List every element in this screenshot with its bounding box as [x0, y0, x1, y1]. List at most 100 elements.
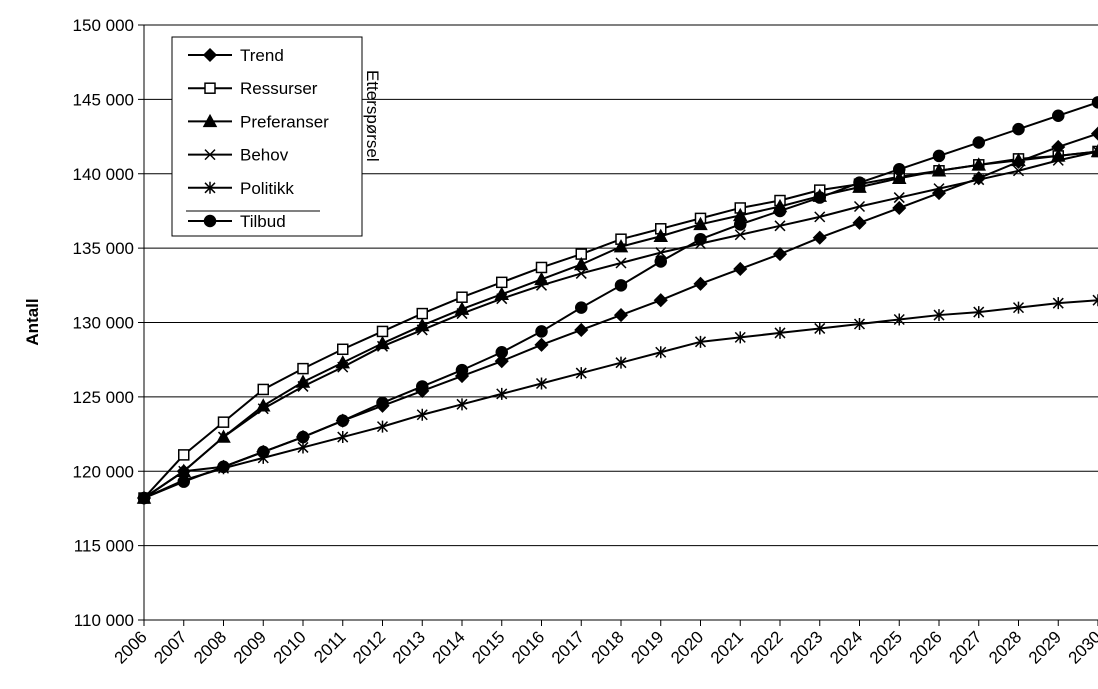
x-tick-label: 2023: [786, 627, 826, 667]
marker: [257, 403, 269, 415]
x-tick-label: 2013: [389, 627, 429, 667]
marker: [1012, 165, 1025, 177]
marker: [535, 377, 548, 390]
marker: [1092, 145, 1098, 157]
marker: [931, 163, 947, 177]
marker: [613, 239, 629, 253]
marker: [495, 346, 508, 359]
marker: [535, 279, 548, 291]
x-tick-label: 2022: [747, 627, 787, 667]
series-line: [143, 299, 1098, 499]
marker: [137, 491, 151, 505]
marker: [774, 220, 786, 232]
marker: [853, 176, 866, 189]
y-tick-label: 135 000: [73, 239, 134, 258]
x-tick-label: 2018: [588, 627, 628, 667]
marker: [655, 346, 667, 359]
marker: [337, 343, 349, 356]
x-tick-label: 2010: [270, 627, 310, 667]
x-tick-label: 2028: [985, 627, 1025, 667]
marker: [416, 307, 428, 320]
y-tick-label: 120 000: [73, 462, 134, 481]
marker: [336, 414, 349, 427]
marker: [1052, 109, 1065, 122]
marker: [494, 354, 509, 369]
marker: [297, 380, 309, 392]
marker: [202, 47, 218, 63]
legend-annotation: Etterspørsel: [363, 70, 382, 162]
marker: [973, 174, 985, 186]
x-tick-label: 2019: [627, 627, 667, 667]
marker: [893, 163, 906, 176]
marker: [456, 308, 468, 320]
marker: [217, 460, 230, 474]
marker: [455, 363, 469, 377]
marker: [933, 183, 945, 195]
y-tick-label: 115 000: [74, 537, 134, 556]
marker: [496, 293, 508, 305]
x-tick-label: 2017: [548, 627, 588, 667]
marker: [933, 309, 945, 322]
marker: [204, 149, 216, 161]
legend-label: Ressurser: [240, 79, 318, 98]
x-tick-label: 2024: [826, 627, 866, 667]
marker: [653, 228, 669, 242]
marker: [257, 383, 269, 396]
marker: [654, 255, 667, 268]
marker: [376, 325, 389, 338]
marker: [814, 211, 826, 223]
x-tick-label: 2027: [945, 627, 985, 667]
marker: [416, 324, 428, 336]
marker: [1052, 297, 1064, 310]
marker: [773, 204, 787, 218]
marker: [853, 317, 866, 330]
marker: [297, 362, 309, 375]
y-tick-label: 150 000: [73, 16, 134, 35]
x-tick-label: 2006: [111, 627, 151, 667]
marker: [203, 214, 217, 228]
marker: [893, 313, 905, 326]
marker: [574, 322, 589, 337]
x-tick-label: 2029: [1025, 627, 1065, 667]
marker: [733, 261, 748, 277]
marker: [178, 449, 190, 461]
legend-label: Politikk: [240, 179, 294, 198]
x-tick-label: 2008: [190, 627, 230, 667]
marker: [1052, 154, 1064, 166]
marker: [971, 157, 987, 171]
marker: [534, 337, 549, 352]
marker: [972, 136, 985, 149]
marker: [217, 431, 230, 443]
marker: [734, 229, 746, 241]
marker: [456, 398, 468, 411]
x-tick-label: 2009: [230, 627, 270, 667]
marker: [693, 216, 708, 231]
marker: [734, 331, 746, 344]
marker: [204, 181, 216, 194]
marker: [734, 218, 747, 231]
marker: [891, 170, 907, 184]
marker: [973, 306, 985, 319]
marker: [694, 335, 707, 348]
x-tick-label: 2015: [468, 627, 508, 667]
y-axis-title: Antall: [23, 298, 42, 345]
x-tick-label: 2021: [707, 627, 747, 667]
marker: [1012, 301, 1025, 314]
x-tick-label: 2020: [667, 627, 707, 667]
marker: [932, 149, 946, 163]
x-tick-label: 2007: [150, 627, 190, 667]
marker: [813, 191, 826, 204]
x-tick-label: 2011: [310, 627, 349, 666]
marker: [297, 441, 309, 454]
marker: [613, 308, 629, 323]
x-tick-label: 2012: [349, 627, 389, 667]
y-tick-label: 130 000: [73, 314, 134, 333]
x-tick-label: 2025: [866, 627, 906, 667]
marker: [893, 192, 905, 204]
y-tick-label: 140 000: [73, 165, 134, 184]
x-tick-label: 2030: [1065, 627, 1098, 667]
marker: [178, 465, 190, 477]
marker: [496, 276, 508, 289]
marker: [573, 256, 589, 271]
